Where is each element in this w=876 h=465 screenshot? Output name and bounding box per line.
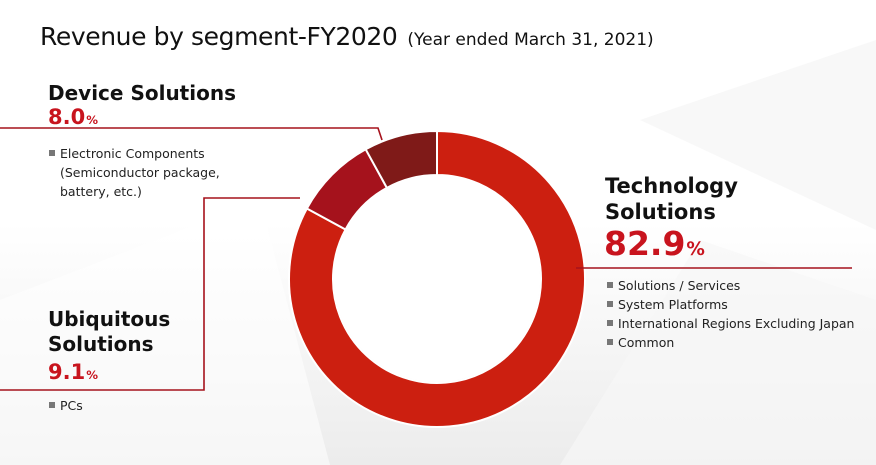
donut-hole — [334, 176, 540, 382]
chart-subtitle: (Year ended March 31, 2021) — [407, 30, 654, 50]
leader-line-device — [0, 127, 383, 141]
list-item: PCs — [49, 396, 83, 415]
list-item: Solutions / Services — [607, 276, 854, 295]
device-item-text: Electronic Components (Semiconductor pac… — [60, 146, 220, 199]
technology-item-text: International Regions Excluding Japan — [618, 316, 855, 331]
list-item: System Platforms — [607, 295, 854, 314]
technology-solutions-unit: % — [686, 239, 705, 260]
technology-item-text: Common — [618, 335, 675, 350]
ubiquitous-solutions-percent: 9.1% — [48, 362, 98, 383]
device-solutions-value: 8.0 — [48, 105, 86, 129]
ubiquitous-solutions-items: PCs — [49, 396, 83, 415]
bullet-square-icon — [49, 150, 55, 156]
donut-slice-technology — [288, 129, 586, 428]
chart-title-text: Revenue by segment-FY2020 — [40, 22, 398, 51]
technology-solutions-percent: 82.9% — [604, 227, 705, 260]
bullet-square-icon — [607, 282, 613, 288]
technology-solutions-value: 82.9 — [604, 224, 686, 263]
device-solutions-percent: 8.0% — [48, 107, 98, 128]
leader-line-ubiquitous — [0, 197, 300, 391]
list-item: Electronic Components (Semiconductor pac… — [49, 144, 220, 201]
device-solutions-name: Device Solutions — [48, 81, 236, 105]
technology-solutions-name: Technology Solutions — [605, 174, 738, 224]
bullet-square-icon — [607, 320, 613, 326]
ubiquitous-item-text: PCs — [60, 398, 83, 413]
list-item: International Regions Excluding Japan — [607, 314, 854, 333]
ubiquitous-solutions-value: 9.1 — [48, 360, 86, 384]
bullet-square-icon — [607, 339, 613, 345]
device-solutions-unit: % — [86, 113, 98, 127]
ubiquitous-solutions-name: Ubiquitous Solutions — [48, 307, 171, 356]
chart-title: Revenue by segment-FY2020 (Year ended Mar… — [40, 22, 654, 55]
ubiquitous-solutions-unit: % — [86, 368, 98, 382]
technology-item-text: System Platforms — [618, 297, 728, 312]
donut-slice-device — [364, 129, 438, 190]
list-item: Common — [607, 333, 854, 352]
donut-slices — [288, 129, 586, 428]
device-solutions-items: Electronic Components (Semiconductor pac… — [49, 144, 220, 201]
technology-item-text: Solutions / Services — [618, 278, 741, 293]
bullet-square-icon — [607, 301, 613, 307]
bullet-square-icon — [49, 402, 55, 408]
technology-solutions-items: Solutions / Services System Platforms In… — [607, 276, 854, 352]
